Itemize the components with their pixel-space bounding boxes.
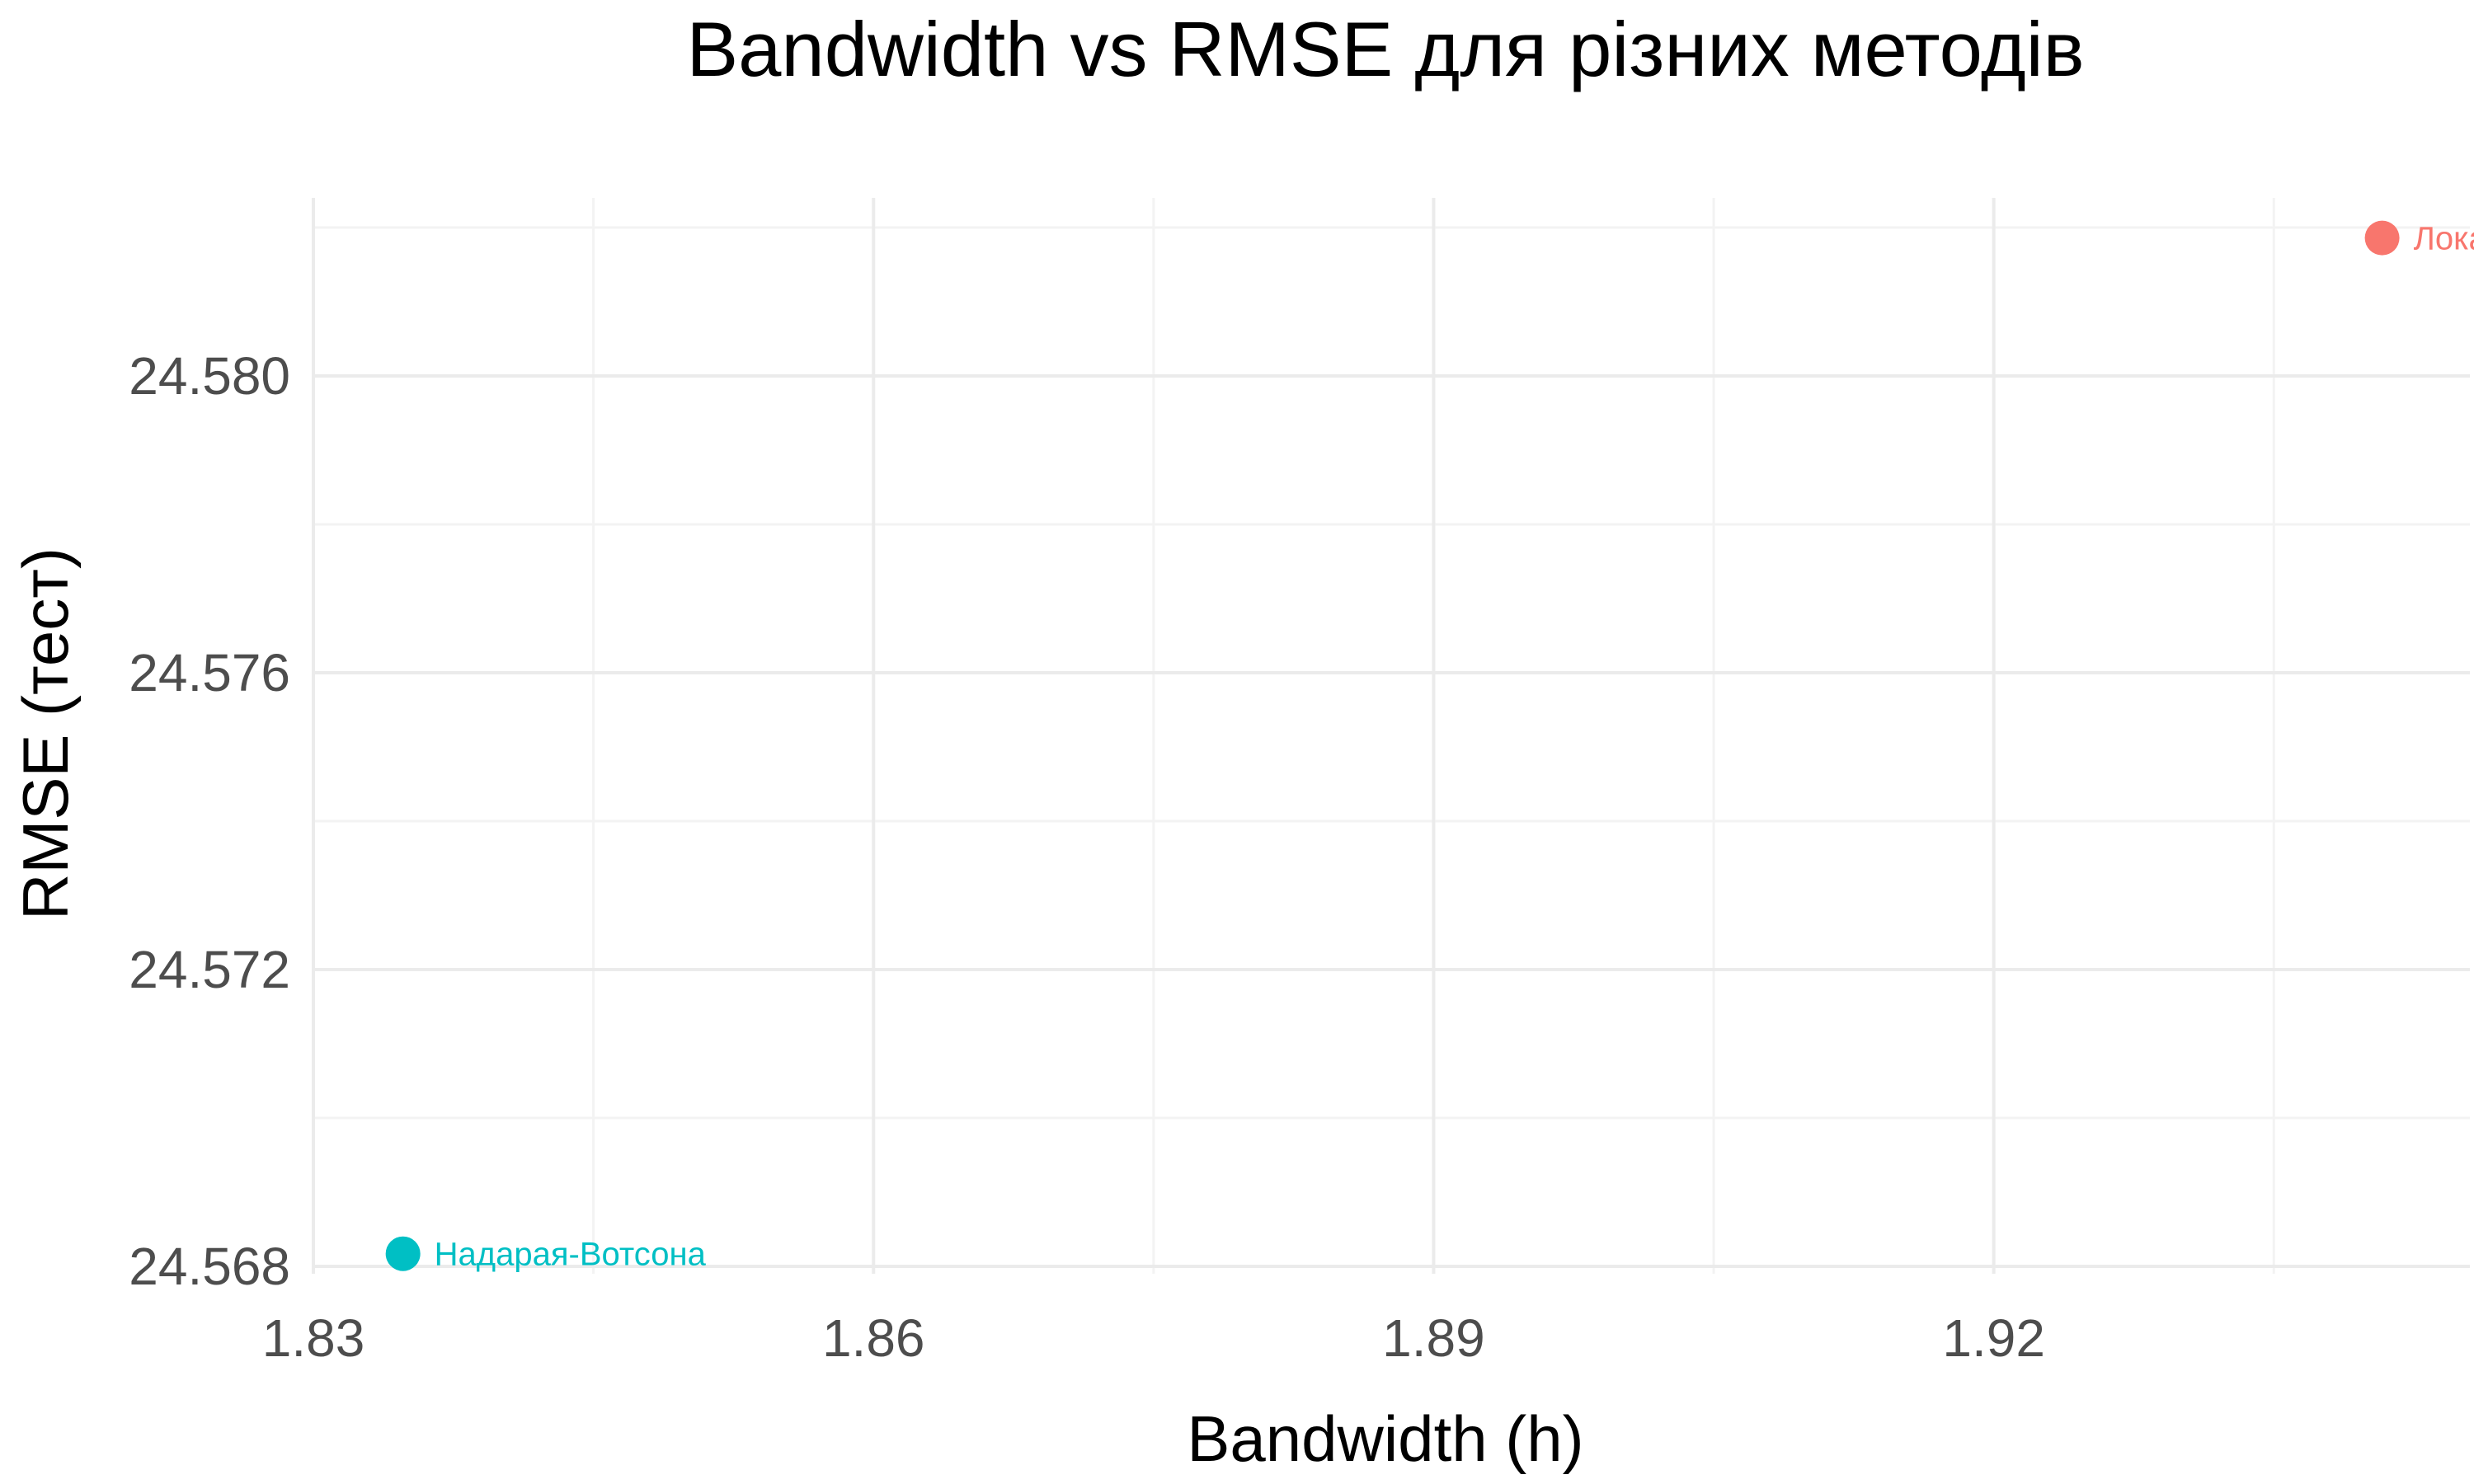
y-tick-label: 24.568 bbox=[129, 1237, 290, 1296]
x-tick-label: 1.92 bbox=[1942, 1308, 2045, 1368]
y-tick-label: 24.576 bbox=[129, 643, 290, 702]
x-tick-label: 1.89 bbox=[1382, 1308, 1485, 1368]
x-tick-label: 1.86 bbox=[822, 1308, 925, 1368]
data-point bbox=[2364, 220, 2400, 256]
x-tick-label: 1.83 bbox=[262, 1308, 365, 1368]
data-point-label: Надарая-Вотсона bbox=[435, 1237, 707, 1273]
chart-title: Bandwidth vs RMSE для різних методів bbox=[686, 6, 2084, 92]
point-labels: Надарая-Вотсона Лока bbox=[435, 221, 2474, 1273]
data-point bbox=[385, 1236, 421, 1271]
y-tick-labels: 24.568 24.572 24.576 24.580 bbox=[129, 346, 290, 1296]
data-point-label: Лока bbox=[2414, 221, 2474, 257]
y-axis-title: RMSE (тест) bbox=[9, 547, 82, 920]
grid bbox=[312, 198, 2470, 1274]
x-tick-labels: 1.83 1.86 1.89 1.92 bbox=[262, 1308, 2045, 1368]
y-tick-label: 24.572 bbox=[129, 940, 290, 999]
y-tick-label: 24.580 bbox=[129, 346, 290, 406]
x-axis-title: Bandwidth (h) bbox=[1187, 1402, 1583, 1475]
data-points bbox=[385, 220, 2400, 1271]
